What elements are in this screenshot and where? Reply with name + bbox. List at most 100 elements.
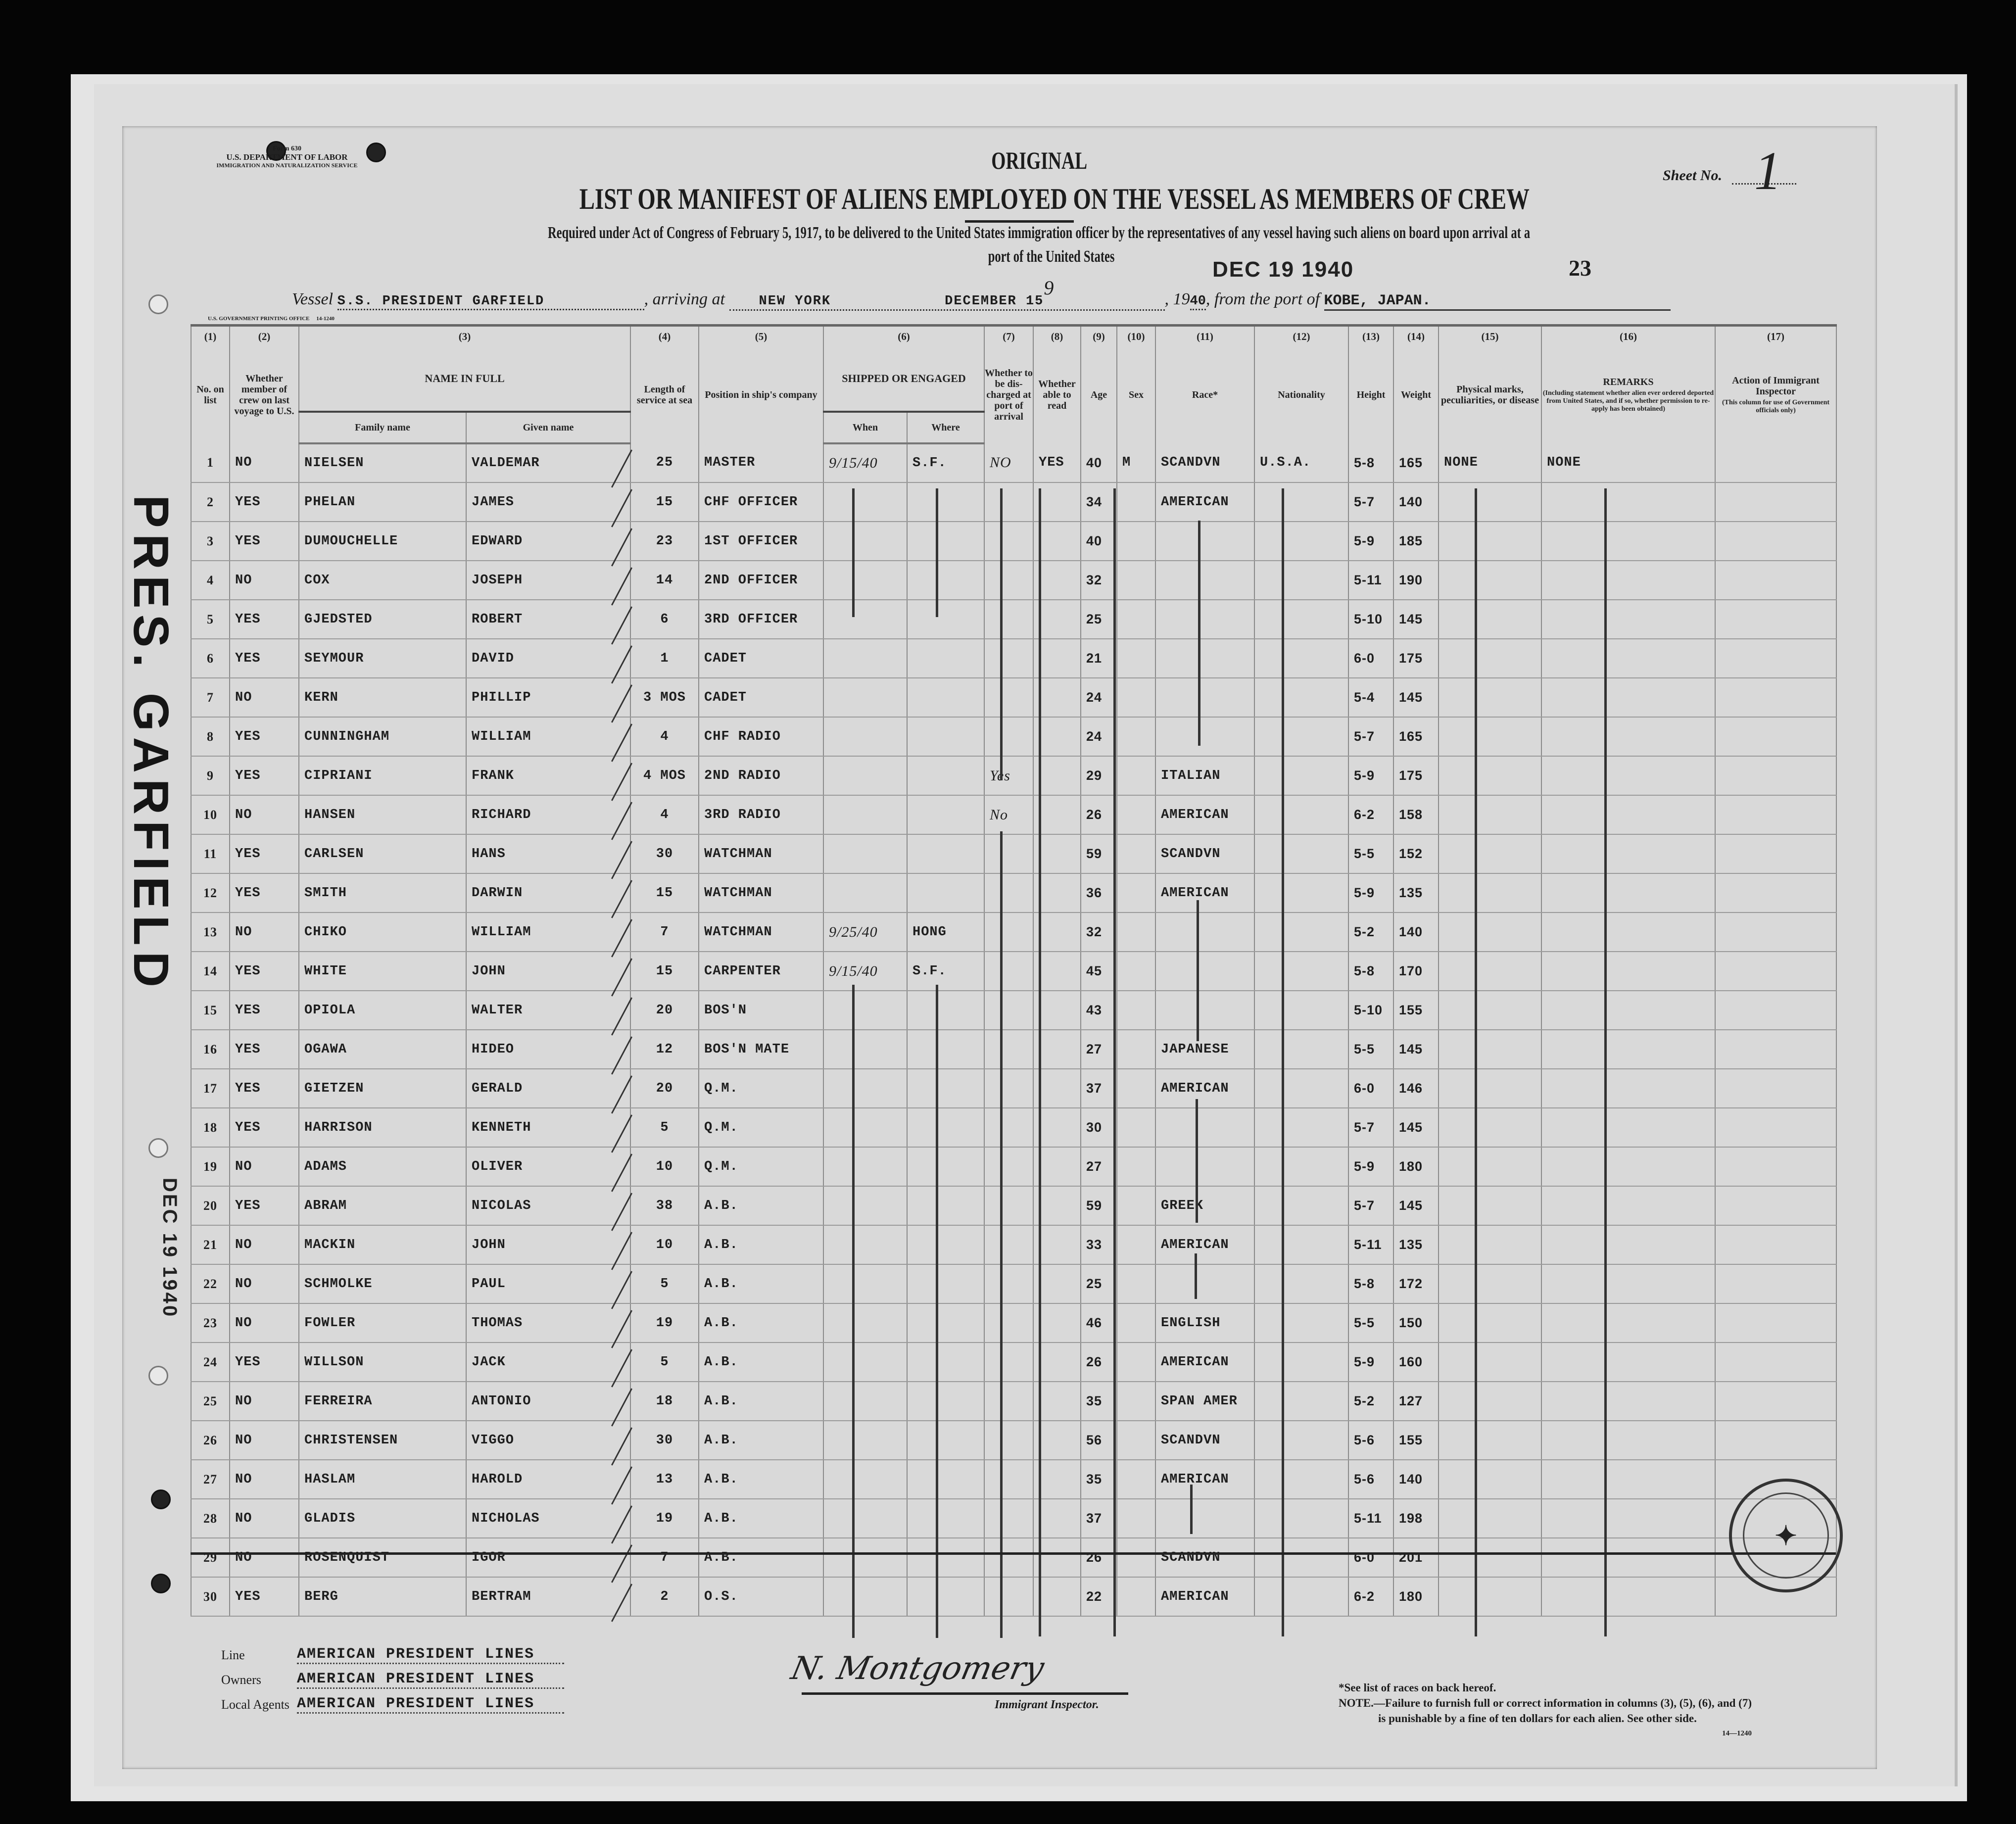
cell-race-text: SCANDVN	[1161, 846, 1221, 862]
cell-family: OGAWA	[298, 1030, 467, 1069]
cell-marks	[1438, 522, 1542, 561]
cell-discharge	[984, 1186, 1034, 1226]
cell-given: VIGGO	[466, 1421, 631, 1460]
cell-family: OPIOLA	[298, 991, 467, 1030]
crew-row: 14 YES WHITE JOHN 15 CARPENTER 9/15/40 S.F. 45 5-…	[191, 952, 1837, 997]
cell-age-text: 29	[1086, 768, 1103, 783]
cell-race: AMERICAN	[1155, 1343, 1255, 1382]
cell-weight: 185	[1393, 522, 1439, 561]
cell-family-text: ABRAM	[304, 1198, 347, 1213]
cell-age: 27	[1080, 1147, 1117, 1187]
cell-remarks	[1541, 678, 1716, 718]
cell-weight-text: 185	[1399, 533, 1423, 548]
cell-where	[907, 756, 985, 796]
cell-nationality	[1254, 1225, 1349, 1265]
cell-remarks	[1541, 1499, 1716, 1538]
cell-position: WATCHMAN	[698, 912, 824, 952]
cell-voyage: NO	[229, 1499, 299, 1538]
subtitle-2: port of the United States	[940, 247, 1163, 266]
inspector-signature: N. Montgomery	[788, 1650, 1047, 1687]
cell-voyage-text: YES	[235, 1354, 261, 1370]
page-title: LIST OR MANIFEST OF ALIENS EMPLOYED ON T…	[445, 182, 1633, 216]
cell-age: 24	[1080, 717, 1117, 757]
cell-sex	[1116, 1538, 1156, 1578]
cell-marks	[1438, 1538, 1542, 1578]
cell-height: 6-0	[1348, 639, 1394, 678]
cell-weight: 158	[1393, 795, 1439, 835]
cell-given-text: JOHN	[472, 1237, 506, 1252]
column-header-label: Position in ship's company	[705, 389, 817, 400]
cell-sex	[1116, 1577, 1156, 1617]
cell-marks: NONE	[1438, 443, 1542, 483]
cell-family-text: CHIKO	[304, 924, 347, 940]
cell-voyage: YES	[229, 1030, 299, 1069]
cell-position-text: CARPENTER	[704, 963, 781, 979]
cell-nationality	[1254, 1264, 1349, 1304]
cell-age: 46	[1080, 1303, 1117, 1343]
cell-race	[1155, 1499, 1255, 1538]
cell-action	[1715, 600, 1837, 639]
cell-discharge: Yes	[984, 756, 1034, 796]
crew-row: 21 NO MACKIN JOHN 10 A.B. 33 AMERICAN 5-11 135	[191, 1225, 1837, 1270]
cell-nationality	[1254, 834, 1349, 874]
cell-weight-text: 127	[1399, 1393, 1423, 1408]
cell-no-text: 3	[207, 533, 214, 548]
cell-weight: 170	[1393, 952, 1439, 991]
footer-notes: *See list of races on back hereof. NOTE.…	[1339, 1680, 1752, 1741]
cell-remarks	[1541, 561, 1716, 600]
cell-position-text: 2ND RADIO	[704, 768, 781, 783]
cell-age: 40	[1080, 522, 1117, 561]
cell-action	[1715, 1225, 1837, 1265]
cell-length: 5	[611, 1343, 699, 1388]
cell-position: WATCHMAN	[698, 834, 824, 874]
cell-no: 18	[191, 1108, 230, 1148]
cell-weight-text: 140	[1399, 494, 1423, 509]
cell-height-text: 5-5	[1354, 1315, 1375, 1330]
column-number: (9)	[1080, 324, 1117, 346]
cell-no-text: 4	[207, 573, 214, 587]
cell-discharge	[984, 1030, 1034, 1069]
cell-given-text: WILLIAM	[472, 729, 531, 744]
cell-action	[1715, 1069, 1837, 1108]
cell-where	[907, 1460, 985, 1499]
cell-weight-text: 198	[1399, 1511, 1423, 1526]
cell-position-text: 1ST OFFICER	[704, 533, 798, 549]
page-number: 23	[1569, 255, 1591, 281]
crew-row: 3 YES DUMOUCHELLE EDWARD 23 1ST OFFICER 40 5-9 1…	[191, 522, 1837, 567]
cell-age: 34	[1080, 482, 1117, 522]
cell-voyage-text: YES	[235, 846, 261, 862]
cell-nationality	[1254, 1108, 1349, 1148]
cell-nationality	[1254, 873, 1349, 913]
cell-age-text: 43	[1086, 1003, 1103, 1017]
cell-weight: 145	[1393, 1186, 1439, 1226]
cell-race: AMERICAN	[1155, 482, 1255, 522]
cell-family: FOWLER	[298, 1303, 467, 1343]
arrival-date: DECEMBER 15	[945, 294, 1044, 309]
cell-sex	[1116, 561, 1156, 600]
cell-marks	[1438, 1421, 1542, 1460]
cell-height: 6-2	[1348, 795, 1394, 835]
cell-voyage: NO	[229, 443, 299, 483]
column-number: (8)	[1033, 324, 1081, 346]
cell-action	[1715, 522, 1837, 561]
cell-remarks	[1541, 1577, 1716, 1617]
cell-marks	[1438, 639, 1542, 678]
cell-given-text: WILLIAM	[472, 924, 531, 940]
cell-no: 1	[191, 443, 230, 483]
cell-weight-text: 145	[1399, 1042, 1423, 1056]
cell-marks	[1438, 1303, 1542, 1343]
cell-no-text: 30	[203, 1589, 217, 1604]
crew-row: 4 NO COX JOSEPH 14 2ND OFFICER 32 5-11 190	[191, 561, 1837, 606]
cell-nationality	[1254, 1421, 1349, 1460]
cell-discharge: No	[984, 795, 1034, 835]
cell-discharge	[984, 639, 1034, 678]
cell-nationality	[1254, 1147, 1349, 1187]
cell-given-text: DAVID	[472, 651, 515, 666]
crew-manifest-table: (1) (2) (3) (4) (5) (6) (7) (8) (9) (10) (11) (12)(…	[191, 324, 1837, 1622]
cell-discharge	[984, 1460, 1034, 1499]
crew-row: 19 NO ADAMS OLIVER 10 Q.M. 27 5-9 180	[191, 1147, 1837, 1192]
cell-length-text: 15	[656, 963, 673, 979]
cell-age: 21	[1080, 639, 1117, 678]
cell-length: 5	[611, 1108, 699, 1153]
cell-voyage: YES	[229, 522, 299, 561]
